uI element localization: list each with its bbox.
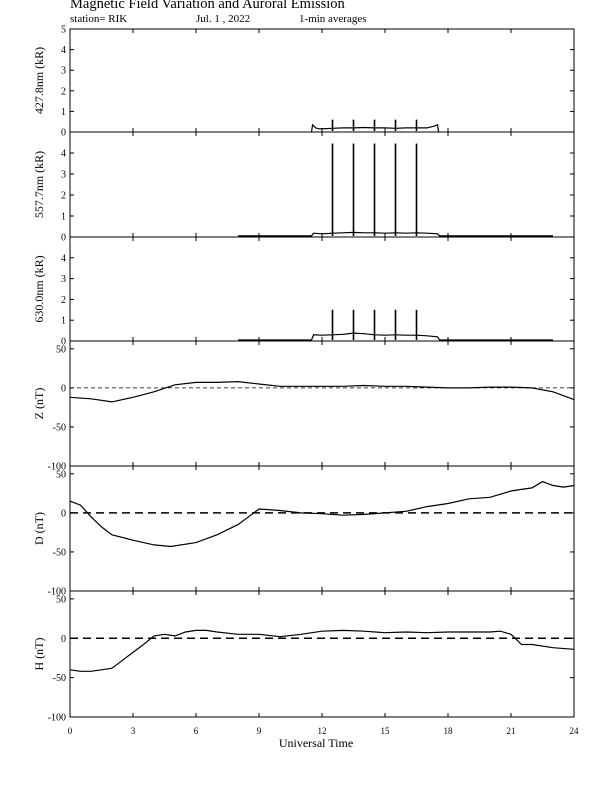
panel-2: 0 1 2 3 4 557.7nm (kR) [32,131,575,244]
x-tick-label: 24 [570,726,580,736]
y-tick-label: 50 [56,469,66,480]
y-axis-label: 630.0nm (kR) [32,255,46,322]
y-tick-label: -50 [53,547,66,558]
panel-5: -100 -50 0 50 D (nT) [32,465,575,598]
y-tick-label: -100 [48,713,66,724]
y-tick-label: 4 [61,149,66,160]
x-tick-label: 6 [194,726,199,736]
panel-6: -100 -50 0 50 H (nT) [32,590,575,724]
y-tick-label: 0 [61,337,66,348]
y-tick-label: 1 [61,107,66,118]
y-axis-label: Z (nT) [32,388,46,420]
averaging-label: 1-min averages [299,13,367,25]
y-axis-label: H (nT) [32,638,46,671]
y-tick-label: 1 [61,212,66,223]
panel-frame [69,28,575,133]
y-tick-label: 0 [61,634,66,645]
panel-3: 0 1 2 3 4 630.0nm (kR) [32,236,575,348]
y-tick-label: -50 [53,673,66,684]
x-tick-label: 15 [381,726,391,736]
station-label: station= RIK [70,13,128,25]
y-tick-label: 50 [56,344,66,355]
panel-1: 0 1 2 3 4 5 427.8nm (kR) [32,25,575,139]
y-tick-label: 2 [61,191,66,202]
y-tick-label: -50 [53,422,66,433]
y-tick-label: -100 [48,462,66,473]
panel-frame [69,590,575,718]
x-tick-label: 0 [68,726,73,736]
series-line [69,629,575,672]
x-tick-label: 3 [131,726,136,736]
y-tick-label: 50 [56,594,66,605]
y-tick-label: 0 [61,233,66,244]
y-tick-label: 0 [61,128,66,139]
y-tick-label: 2 [61,295,66,306]
y-tick-label: 0 [61,383,66,394]
x-tick-label: 9 [257,726,262,736]
y-tick-label: 1 [61,316,66,327]
page-title: Magnetic Field Variation and Auroral Emi… [70,0,345,12]
y-tick-label: 4 [61,253,66,264]
panel-frame [69,465,575,592]
panel-frame [69,340,575,467]
y-axis-label: 557.7nm (kR) [32,151,46,218]
y-tick-label: 5 [61,25,66,36]
y-tick-label: 3 [61,274,66,285]
series-line [69,380,575,403]
x-axis-label: Universal Time [279,736,353,750]
y-tick-label: -100 [48,587,66,598]
y-tick-label: 4 [61,45,66,56]
y-axis-label: D (nT) [32,512,46,545]
x-tick-label: 21 [507,726,516,736]
x-tick-label: 18 [444,726,454,736]
y-tick-label: 3 [61,170,66,181]
series-line [69,480,575,548]
y-axis-label: 427.8nm (kR) [32,47,46,114]
panel-frame [69,236,575,342]
panel-frame [69,131,575,238]
y-tick-label: 3 [61,66,66,77]
x-tick-label: 12 [318,726,327,736]
date-label: Jul. 1 , 2022 [196,13,251,25]
y-tick-label: 2 [61,86,66,97]
y-tick-label: 0 [61,508,66,519]
